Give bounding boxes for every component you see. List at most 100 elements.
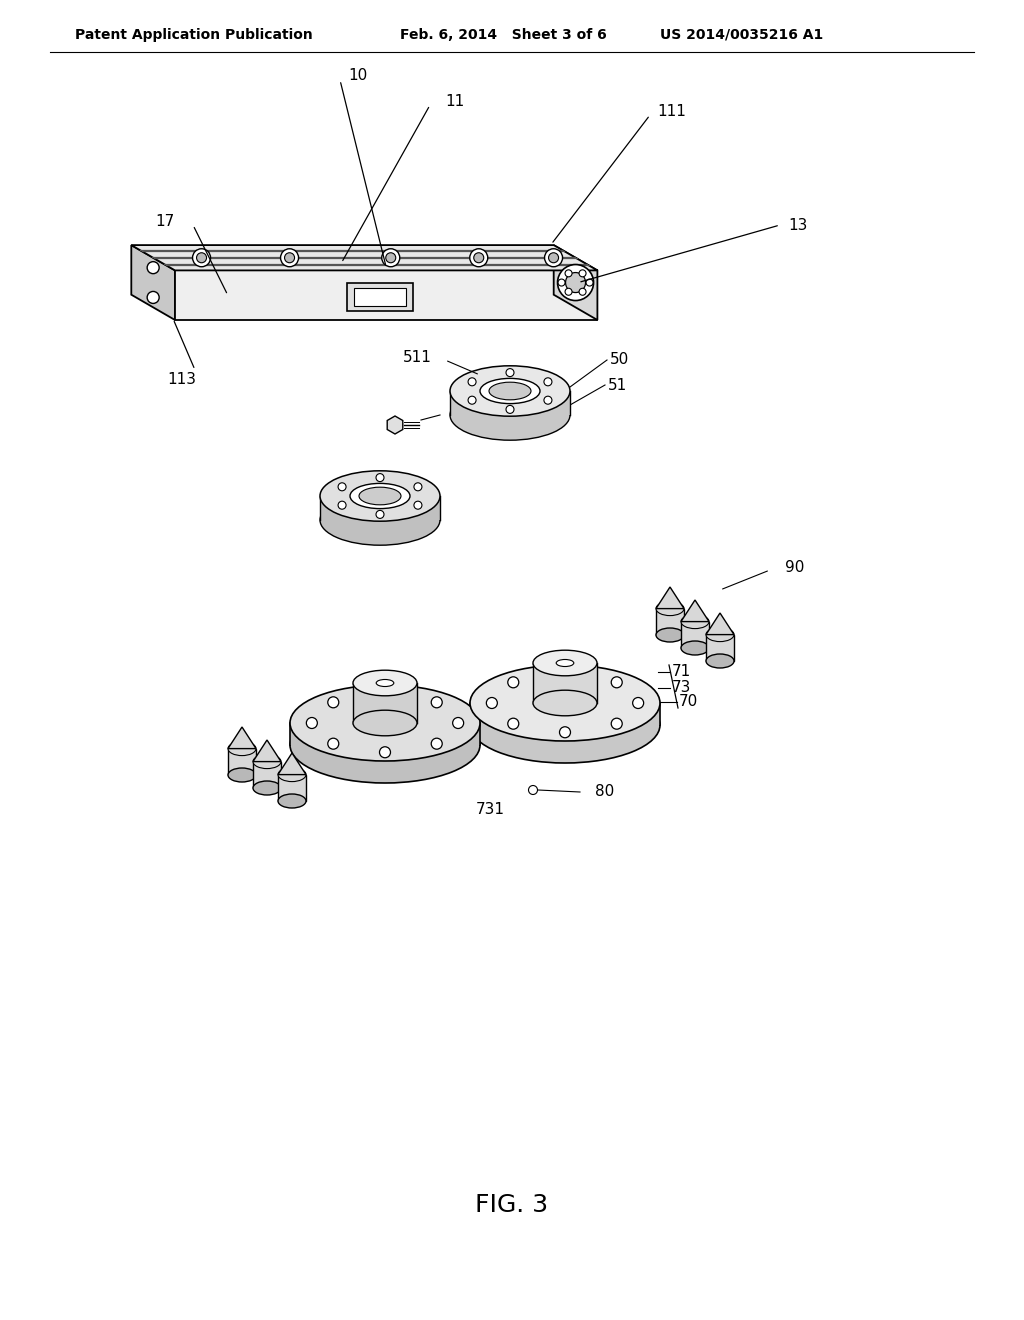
Ellipse shape (534, 651, 597, 676)
Polygon shape (228, 727, 256, 748)
Circle shape (414, 502, 422, 510)
Ellipse shape (534, 690, 597, 715)
Polygon shape (554, 246, 597, 319)
Circle shape (380, 747, 390, 758)
Circle shape (468, 396, 476, 404)
Ellipse shape (470, 686, 660, 763)
Circle shape (506, 405, 514, 413)
Circle shape (565, 288, 572, 296)
Text: 13: 13 (788, 218, 808, 232)
Ellipse shape (228, 742, 256, 755)
Ellipse shape (278, 768, 306, 781)
Circle shape (382, 248, 399, 267)
Polygon shape (706, 612, 734, 635)
Ellipse shape (376, 680, 394, 686)
Text: 111: 111 (657, 104, 686, 120)
Circle shape (544, 396, 552, 404)
Circle shape (611, 718, 623, 729)
Polygon shape (278, 775, 306, 801)
Circle shape (306, 718, 317, 729)
Text: Patent Application Publication: Patent Application Publication (75, 28, 312, 42)
Circle shape (528, 785, 538, 795)
Text: Feb. 6, 2014   Sheet 3 of 6: Feb. 6, 2014 Sheet 3 of 6 (400, 28, 607, 42)
Circle shape (414, 483, 422, 491)
Ellipse shape (319, 495, 440, 545)
Circle shape (508, 677, 519, 688)
Circle shape (376, 474, 384, 482)
Polygon shape (131, 246, 175, 319)
Ellipse shape (656, 628, 684, 642)
Text: FIG. 3: FIG. 3 (475, 1193, 549, 1217)
Ellipse shape (353, 710, 417, 735)
Text: 90: 90 (785, 561, 805, 576)
Polygon shape (278, 752, 306, 775)
Ellipse shape (350, 483, 410, 508)
Circle shape (565, 269, 572, 277)
Circle shape (506, 368, 514, 376)
Circle shape (611, 677, 623, 688)
Circle shape (453, 718, 464, 729)
Ellipse shape (253, 781, 281, 795)
Circle shape (328, 697, 339, 708)
Circle shape (376, 511, 384, 519)
Circle shape (281, 248, 299, 267)
Circle shape (559, 727, 570, 738)
Ellipse shape (450, 389, 570, 440)
Polygon shape (175, 271, 597, 319)
Polygon shape (253, 741, 281, 762)
Circle shape (197, 252, 207, 263)
Polygon shape (319, 496, 440, 520)
Text: US 2014/0035216 A1: US 2014/0035216 A1 (660, 28, 823, 42)
Polygon shape (253, 762, 281, 788)
Polygon shape (681, 622, 709, 648)
Text: 73: 73 (672, 681, 691, 696)
Circle shape (468, 378, 476, 385)
Circle shape (474, 252, 483, 263)
Circle shape (147, 292, 159, 304)
Circle shape (586, 279, 593, 286)
Circle shape (470, 248, 487, 267)
Circle shape (285, 252, 295, 263)
Circle shape (549, 252, 558, 263)
Text: 70: 70 (679, 694, 698, 710)
Polygon shape (290, 723, 480, 744)
Ellipse shape (556, 660, 573, 667)
Text: 10: 10 (348, 67, 368, 82)
Circle shape (338, 502, 346, 510)
Text: 11: 11 (445, 95, 465, 110)
Polygon shape (681, 601, 709, 622)
Text: 731: 731 (475, 803, 505, 817)
Ellipse shape (359, 487, 401, 504)
Circle shape (431, 738, 442, 750)
Text: 50: 50 (610, 352, 630, 367)
Polygon shape (656, 609, 684, 635)
Polygon shape (656, 587, 684, 609)
Circle shape (486, 697, 498, 709)
Circle shape (338, 483, 346, 491)
Polygon shape (228, 748, 256, 775)
Ellipse shape (489, 383, 531, 400)
Ellipse shape (228, 768, 256, 781)
Polygon shape (353, 288, 406, 306)
Ellipse shape (290, 685, 480, 762)
Circle shape (193, 248, 211, 267)
Ellipse shape (253, 755, 281, 768)
Ellipse shape (656, 602, 684, 615)
Ellipse shape (681, 642, 709, 655)
Circle shape (508, 718, 519, 729)
Circle shape (147, 261, 159, 273)
Circle shape (431, 697, 442, 708)
Text: 30: 30 (451, 403, 470, 417)
Polygon shape (131, 246, 597, 271)
Ellipse shape (480, 379, 540, 404)
Text: 113: 113 (168, 372, 197, 388)
Circle shape (380, 688, 390, 700)
Polygon shape (450, 391, 570, 414)
Text: 71: 71 (672, 664, 691, 680)
Polygon shape (353, 682, 417, 723)
Polygon shape (346, 282, 413, 310)
Ellipse shape (290, 708, 480, 783)
Ellipse shape (319, 471, 440, 521)
Polygon shape (387, 416, 402, 434)
Polygon shape (706, 635, 734, 661)
